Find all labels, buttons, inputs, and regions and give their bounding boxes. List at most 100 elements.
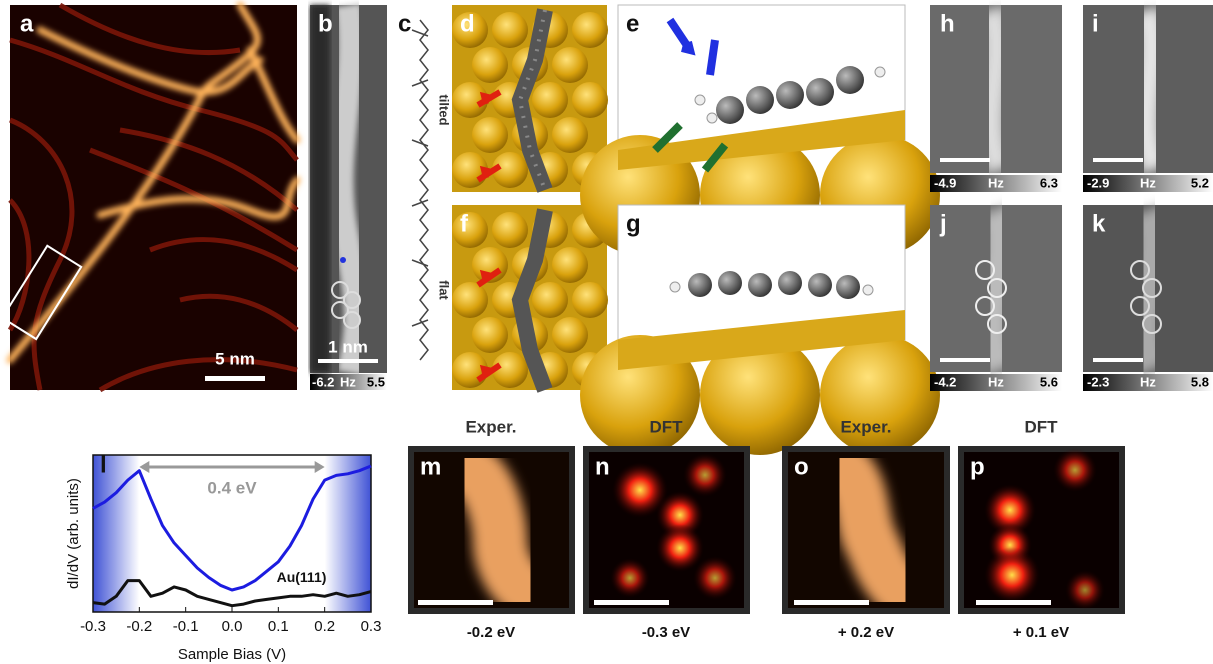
panel-heading: DFT bbox=[1024, 417, 1058, 436]
model-e-part-part bbox=[776, 81, 804, 109]
model-d-part-part bbox=[492, 12, 528, 48]
model-f-part-part bbox=[532, 282, 568, 318]
panel-label: b bbox=[318, 10, 333, 37]
panel-label: i bbox=[1092, 10, 1099, 37]
panel-label: c bbox=[398, 10, 411, 37]
x-axis-label: Sample Bias (V) bbox=[178, 646, 286, 663]
model-g-part-part bbox=[778, 271, 802, 295]
model-e-part-part bbox=[875, 67, 885, 77]
model-g-part-part bbox=[863, 285, 873, 295]
model-g-part-part bbox=[718, 271, 742, 295]
model-d bbox=[452, 5, 608, 192]
page: {"panels": { "a": {"label": "a", "scale_… bbox=[0, 0, 1213, 664]
afm-images-hk-part bbox=[940, 158, 990, 162]
colorbar-max: 5.6 bbox=[1040, 374, 1058, 389]
colorbar-unit: Hz bbox=[988, 175, 1004, 190]
colorbar-unit: Hz bbox=[1140, 374, 1156, 389]
panel-label: m bbox=[420, 453, 441, 480]
stm-images-mp bbox=[408, 446, 1125, 614]
panel-label: l bbox=[100, 451, 107, 478]
model-e-part-part bbox=[806, 78, 834, 106]
x-tick-label: -0.2 bbox=[126, 618, 152, 635]
afm-images-hk-part bbox=[1093, 158, 1143, 162]
colorbar-min: -4.9 bbox=[934, 175, 956, 190]
panel-heading: Exper. bbox=[465, 417, 516, 436]
afm-images-hk-part bbox=[1144, 210, 1153, 370]
model-d-part-part bbox=[572, 12, 608, 48]
afm-image-b-part bbox=[340, 257, 346, 263]
model-d-part-part bbox=[472, 47, 508, 83]
panel-caption: + 0.2 eV bbox=[838, 624, 894, 641]
annotation: 0.4 eV bbox=[207, 478, 257, 497]
afm-image-b-part bbox=[310, 5, 330, 373]
model-f-part-part bbox=[452, 212, 488, 248]
panel-label: e bbox=[626, 10, 639, 37]
panel-caption: -0.3 eV bbox=[642, 624, 690, 641]
conformation-label: tilted bbox=[437, 94, 452, 125]
model-f-part-part bbox=[492, 212, 528, 248]
model-d-part-part bbox=[552, 117, 588, 153]
stm-images-mp-part bbox=[594, 600, 669, 605]
x-tick-label: 0.3 bbox=[361, 618, 382, 635]
model-e-part-part bbox=[836, 66, 864, 94]
afm-images-hk-part bbox=[1093, 358, 1143, 362]
x-tick-label: 0.0 bbox=[222, 618, 243, 635]
structure-c-part bbox=[420, 20, 428, 360]
structure-c bbox=[412, 20, 428, 360]
x-tick-label: -0.3 bbox=[80, 618, 106, 635]
afm-images-hk-part bbox=[991, 210, 1000, 370]
model-e-part-part bbox=[746, 86, 774, 114]
x-tick-label: 0.2 bbox=[314, 618, 335, 635]
stm-image-a bbox=[2, 5, 297, 390]
colorbar-unit: Hz bbox=[340, 374, 356, 389]
panel-label: p bbox=[970, 453, 985, 480]
afm-image-b-part bbox=[318, 359, 378, 363]
model-f-part-part bbox=[552, 247, 588, 283]
colorbar-min: -2.3 bbox=[1087, 374, 1109, 389]
panel-caption: + 0.1 eV bbox=[1013, 624, 1069, 641]
stm-images-mp-part bbox=[693, 556, 737, 600]
structure-c-part bbox=[412, 30, 428, 326]
panel-label: d bbox=[460, 10, 475, 37]
stm-images-mp-part bbox=[683, 453, 727, 497]
stm-images-mp-part bbox=[976, 600, 1051, 605]
stm-images-mp-part bbox=[656, 524, 704, 572]
stm-image-a-part bbox=[205, 376, 265, 381]
model-e-part-part bbox=[716, 96, 744, 124]
colorbar-max: 5.5 bbox=[367, 374, 385, 389]
stm-images-mp-part bbox=[1053, 448, 1097, 492]
model-f-part-part bbox=[472, 317, 508, 353]
model-d-part-part bbox=[552, 47, 588, 83]
colorbar-min: -2.9 bbox=[1087, 175, 1109, 190]
colorbar-unit: Hz bbox=[988, 374, 1004, 389]
afm-images-hk-part bbox=[940, 358, 990, 362]
model-d-part-part bbox=[472, 117, 508, 153]
model-e-part-part bbox=[695, 95, 705, 105]
stm-images-mp-part bbox=[794, 600, 869, 605]
band-shade bbox=[93, 455, 139, 612]
afm-images-hk-part bbox=[990, 10, 1000, 170]
model-e-part bbox=[710, 40, 715, 75]
series-label: Au(111) bbox=[277, 569, 327, 585]
panel-label: j bbox=[939, 210, 947, 237]
panel-label: f bbox=[460, 210, 469, 237]
scale-bar-label: 1 nm bbox=[328, 337, 368, 356]
afm-image-b bbox=[310, 5, 387, 390]
afm-images-hk bbox=[930, 5, 1213, 391]
colorbar-min: -4.2 bbox=[934, 374, 956, 389]
model-g-part-part bbox=[836, 275, 860, 299]
model-f bbox=[452, 205, 608, 390]
model-e-part-part bbox=[707, 113, 717, 123]
model-d-part-part bbox=[572, 82, 608, 118]
model-g-part-part bbox=[688, 273, 712, 297]
stm-images-mp-part bbox=[1065, 570, 1105, 610]
conformation-label: flat bbox=[437, 280, 452, 300]
model-f-part-part bbox=[572, 282, 608, 318]
model-g-part-part bbox=[820, 335, 940, 455]
model-d-part-part bbox=[532, 82, 568, 118]
colorbar-unit: Hz bbox=[1140, 175, 1156, 190]
stm-images-mp-part bbox=[418, 600, 493, 605]
panel-label: g bbox=[626, 210, 641, 237]
scale-bar-label: 5 nm bbox=[215, 349, 255, 368]
afm-images-hk-part bbox=[1145, 10, 1155, 170]
